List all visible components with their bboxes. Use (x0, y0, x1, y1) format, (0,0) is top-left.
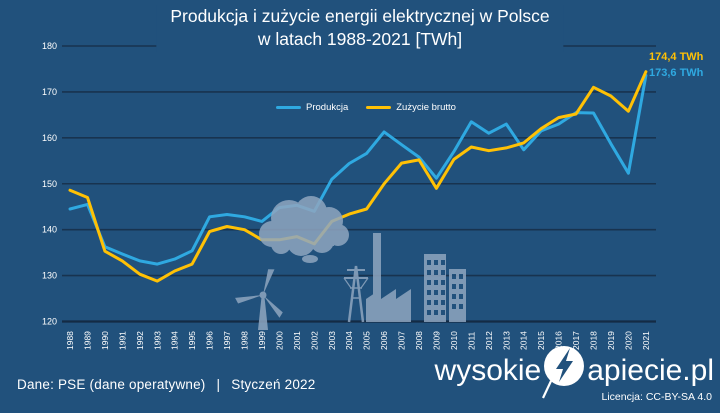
legend-label-zuzycie: Zużycie brutto (396, 102, 456, 113)
y-tick-label: 180 (42, 41, 57, 51)
y-tick-label: 130 (42, 271, 57, 281)
x-tick-label: 1989 (82, 331, 92, 350)
x-tick-label: 2011 (466, 331, 476, 350)
axis-labels-group: 120 130 140 150 160 170 180 1988 1989 1990 1991 199… (42, 41, 651, 350)
x-tick-label: 2009 (431, 331, 441, 350)
logo-text-suffix: apiecie.pl (587, 354, 714, 387)
x-tick-label: 1992 (135, 331, 145, 350)
factory-icon (366, 233, 466, 322)
series-line-produkcja (68, 73, 648, 266)
x-tick-label: 1991 (117, 331, 127, 350)
x-tick-label: 1996 (205, 331, 215, 350)
x-tick-label: 1993 (152, 331, 162, 350)
series-group (68, 70, 648, 283)
y-tick-label: 170 (42, 87, 57, 97)
logo-text-prefix: wysokie (434, 354, 542, 387)
x-tick-label: 2018 (589, 331, 599, 350)
footer: Dane: PSE (dane operatywne) | Styczeń 20… (17, 377, 315, 392)
chart-title: Produkcja i zużycie energii elektrycznej… (156, 5, 564, 52)
legend: Produkcja Zużycie brutto (276, 102, 456, 113)
x-tick-label: 2005 (362, 331, 372, 350)
x-tick-label: 2007 (397, 331, 407, 350)
x-tick-label: 2008 (414, 331, 424, 350)
legend-item-produkcja: Produkcja (276, 102, 348, 113)
legend-item-zuzycie: Zużycie brutto (366, 102, 456, 113)
x-tick-label: 1990 (100, 331, 110, 350)
legend-swatch-zuzycie (366, 106, 392, 109)
footer-date: Styczeń 2022 (231, 377, 316, 392)
industry-watermark (235, 196, 466, 330)
wind-turbine-icon (235, 269, 283, 330)
x-tick-label: 2019 (606, 331, 616, 350)
transmission-tower-icon (343, 265, 369, 323)
x-tick-label: 1994 (170, 331, 180, 350)
y-tick-label: 140 (42, 225, 57, 235)
x-tick-label: 2014 (519, 331, 529, 350)
x-tick-label: 2004 (344, 331, 354, 350)
x-tick-label: 2017 (571, 331, 581, 350)
x-tick-label: 2020 (623, 331, 633, 350)
license-text: Licencja: CC-BY-SA 4.0 (601, 391, 712, 403)
x-tick-label: 2016 (554, 331, 564, 350)
x-tick-label: 1995 (187, 331, 197, 350)
y-tick-label: 150 (42, 179, 57, 189)
wysokienapiecie-logo: wysokie apiecie.pl (435, 342, 714, 400)
legend-label-produkcja: Produkcja (306, 102, 349, 113)
x-tick-label: 2001 (292, 331, 302, 350)
x-tick-label: 2021 (641, 331, 651, 350)
x-tick-label: 2000 (274, 331, 284, 350)
chart-title-line2: w latach 1988-2021 [TWh] (257, 29, 463, 50)
x-tick-label: 2003 (327, 331, 337, 350)
chart-title-line1: Produkcja i zużycie energii elektrycznej… (170, 6, 550, 26)
x-tick-label: 2012 (484, 331, 494, 350)
x-tick-label: 1988 (65, 331, 75, 350)
x-tick-label: 2002 (309, 331, 319, 350)
footer-separator: | (216, 377, 221, 392)
x-tick-label: 1997 (222, 331, 232, 350)
factory-windows (427, 260, 463, 315)
x-tick-label: 2013 (501, 331, 511, 350)
data-source-text: Dane: PSE (dane operatywne) (17, 377, 206, 392)
x-tick-label: 1999 (257, 331, 267, 350)
legend-swatch-produkcja (276, 106, 301, 109)
x-tick-label: 2015 (536, 331, 546, 350)
x-tick-label: 2006 (379, 331, 389, 350)
value-label-zuzycie-2021: 174,4 TWh (649, 51, 704, 63)
cloud-icon (259, 196, 349, 263)
lightning-circle-icon (542, 346, 585, 399)
y-tick-label: 120 (42, 317, 57, 327)
x-tick-label: 1998 (240, 331, 250, 350)
y-tick-label: 160 (42, 133, 57, 143)
series-line-zuzycie (68, 70, 648, 283)
x-tick-label: 2010 (449, 331, 459, 350)
value-label-produkcja-2021: 173,6 TWh (649, 67, 704, 79)
